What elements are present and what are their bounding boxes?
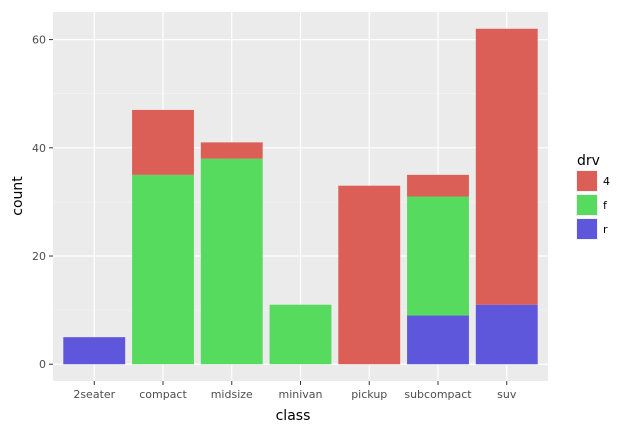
bar-pickup-4 (338, 185, 401, 365)
x-axis-label: class (276, 408, 311, 424)
x-tick-label: midsize (211, 388, 253, 401)
bar-midsize-f (200, 158, 263, 365)
y-tick-label: 60 (32, 34, 46, 47)
bar-subcompact-4 (407, 174, 469, 197)
legend-label-f: f (603, 199, 608, 212)
bar-compact-f (132, 174, 194, 365)
x-tick-label: minivan (278, 388, 322, 401)
legend-title: drv (577, 153, 600, 169)
bar-minivan-f (269, 304, 332, 365)
x-tick-label: subcompact (404, 388, 472, 401)
bar-suv-4 (475, 28, 538, 305)
x-tick-label: pickup (351, 388, 387, 401)
bar-midsize-4 (200, 142, 263, 159)
bar-subcompact-r (407, 315, 469, 365)
y-tick-label: 0 (39, 358, 46, 371)
legend-swatch-r (577, 219, 597, 239)
x-tick-label: compact (139, 388, 187, 401)
x-tick-label: 2seater (73, 388, 115, 401)
legend-label-4: 4 (603, 175, 610, 188)
bar-compact-4 (132, 109, 194, 175)
legend-swatch-f (577, 195, 597, 215)
bar-2seater-r (63, 337, 126, 365)
legend-label-r: r (603, 223, 608, 236)
y-axis-label: count (10, 176, 26, 216)
y-tick-label: 40 (32, 142, 46, 155)
y-tick-label: 20 (32, 250, 46, 263)
legend-swatch-4 (577, 171, 597, 191)
x-tick-label: suv (497, 388, 517, 401)
bar-subcompact-f (407, 196, 469, 316)
bar-suv-r (475, 304, 538, 365)
legend: drv 4 fr (576, 153, 610, 240)
